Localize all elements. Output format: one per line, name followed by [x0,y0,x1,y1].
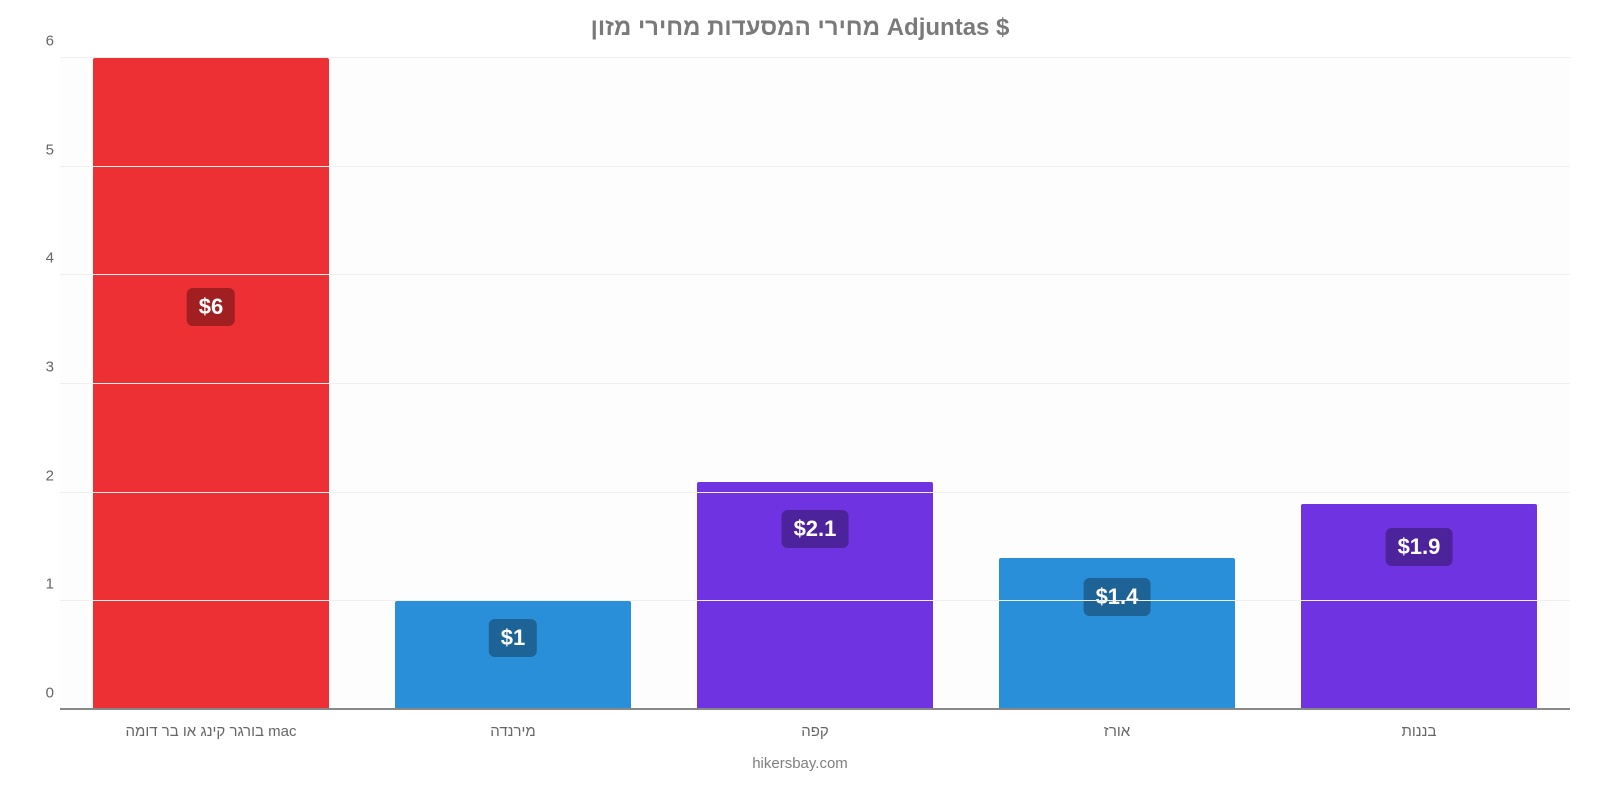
x-axis: בורגר קינג או בר דומה macמירנדהקפהאורזבנ… [60,723,1570,740]
x-tick-label: בננות [1268,723,1570,740]
bar-slot: $1 [362,58,664,710]
bar-slot: $1.4 [966,58,1268,710]
y-tick-label: 3 [28,359,54,376]
footer-credit: hikersbay.com [0,755,1600,772]
gridline [60,274,1570,275]
bar-slot: $1.9 [1268,58,1570,710]
bar: $1.9 [1301,504,1537,710]
gridline [60,383,1570,384]
bar-value-badge: $1.9 [1386,528,1453,566]
x-tick-label: מירנדה [362,723,664,740]
bar: $1.4 [999,558,1235,710]
y-tick-label: 5 [28,141,54,158]
y-tick-label: 0 [28,685,54,702]
x-tick-label: בורגר קינג או בר דומה mac [60,723,362,740]
gridline [60,166,1570,167]
bars-row: $6 $1 $2.1 $1.4 $1.9 [60,58,1570,710]
gridline [60,600,1570,601]
bar: $2.1 [697,482,933,710]
baseline [60,708,1570,710]
gridline [60,492,1570,493]
y-tick-label: 6 [28,33,54,50]
bar-value-badge: $2.1 [782,510,849,548]
bar: $1 [395,601,631,710]
y-tick-label: 4 [28,250,54,267]
chart-container: $6$1$2.1$1.4$1.9 0123456 [60,58,1570,710]
bar-value-badge: $1.4 [1084,578,1151,616]
x-tick-label: קפה [664,723,966,740]
bar-slot: $2.1 [664,58,966,710]
bar-value-badge: $1 [489,619,537,657]
x-tick-label: אורז [966,723,1268,740]
bar-value-badge: $6 [187,288,235,326]
y-tick-label: 2 [28,467,54,484]
bar: $6 [93,58,329,710]
chart-title: מחירי המסעדות מחירי מזון Adjuntas $ [0,0,1600,42]
gridline [60,57,1570,58]
bar-slot: $6 [60,58,362,710]
plot-area: $6$1$2.1$1.4$1.9 0123456 [60,58,1570,710]
y-tick-label: 1 [28,576,54,593]
